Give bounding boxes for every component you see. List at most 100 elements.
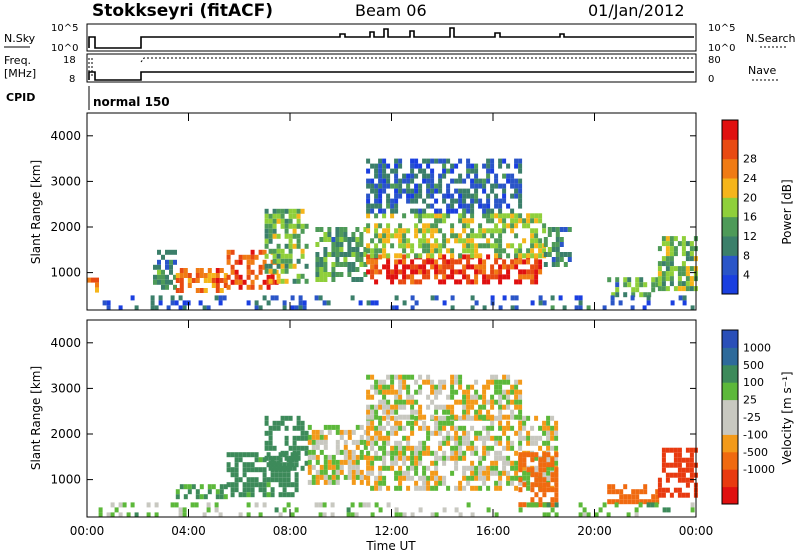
heatmap-cell xyxy=(474,193,479,199)
heatmap-cell xyxy=(250,259,255,265)
heatmap-cell xyxy=(454,374,459,380)
heatmap-cell xyxy=(300,465,305,471)
heatmap-cell xyxy=(394,173,399,179)
heatmap-cell xyxy=(542,300,547,306)
heatmap-cell xyxy=(366,440,371,446)
heatmap-cell xyxy=(182,512,187,518)
heatmap-cell xyxy=(374,223,379,229)
heatmap-cell xyxy=(315,444,320,450)
heatmap-cell xyxy=(450,178,455,184)
heatmap-cell xyxy=(219,484,224,490)
velocity-colorbar-label: Velocity [m s⁻¹] xyxy=(780,371,794,464)
heatmap-cell xyxy=(426,248,431,254)
heatmap-cell xyxy=(280,263,285,269)
heatmap-cell xyxy=(134,305,139,311)
heatmap-cell xyxy=(250,254,255,260)
heatmap-cell xyxy=(430,223,435,229)
heatmap-cell xyxy=(315,459,320,465)
heatmap-cell xyxy=(490,374,495,380)
heatmap-cell xyxy=(280,218,285,224)
heatmap-cell xyxy=(290,482,295,488)
heatmap-cell xyxy=(318,502,323,508)
heatmap-cell xyxy=(430,173,435,179)
heatmap-cell xyxy=(482,445,487,451)
heatmap-cell xyxy=(426,203,431,209)
heatmap-cell xyxy=(410,425,415,431)
heatmap-cell xyxy=(219,288,224,293)
heatmap-cell xyxy=(538,269,543,275)
heatmap-cell xyxy=(689,467,694,473)
heatmap-cell xyxy=(390,389,395,395)
heatmap-cell xyxy=(343,237,348,242)
heatmap-cell xyxy=(394,399,399,405)
colorbar-swatch xyxy=(722,451,738,470)
heatmap-cell xyxy=(370,178,375,184)
heatmap-cell xyxy=(689,276,694,282)
heatmap-cell xyxy=(538,295,543,301)
heatmap-cell xyxy=(661,462,666,468)
heatmap-cell xyxy=(442,415,447,421)
heatmap-cell xyxy=(382,415,387,421)
heatmap-cell xyxy=(402,254,407,260)
heatmap-cell xyxy=(486,198,491,204)
heatmap-cell xyxy=(347,262,352,267)
heatmap-cell xyxy=(106,512,111,518)
heatmap-cell xyxy=(478,203,483,209)
heatmap-cell xyxy=(366,404,371,410)
heatmap-cell xyxy=(170,502,175,508)
heatmap-cell xyxy=(494,213,499,219)
heatmap-cell xyxy=(311,454,316,460)
heatmap-cell xyxy=(514,218,519,224)
heatmap-cell xyxy=(418,253,423,259)
heatmap-cell xyxy=(518,420,523,426)
heatmap-cell xyxy=(514,470,519,476)
heatmap-cell xyxy=(681,251,686,257)
heatmap-cell xyxy=(343,449,348,455)
heatmap-cell xyxy=(490,420,495,426)
y-tick-label: 2000 xyxy=(50,427,81,441)
heatmap-cell xyxy=(502,295,507,301)
heatmap-cell xyxy=(418,485,423,491)
heatmap-cell xyxy=(482,208,487,214)
heatmap-cell xyxy=(478,435,483,441)
heatmap-cell xyxy=(363,252,368,257)
heatmap-cell xyxy=(154,502,159,508)
heatmap-cell xyxy=(518,198,523,204)
heatmap-cell xyxy=(462,223,467,229)
heatmap-cell xyxy=(394,374,399,380)
heatmap-cell xyxy=(195,273,200,278)
nsky-trace xyxy=(88,27,694,49)
heatmap-cell xyxy=(490,228,495,234)
heatmap-cell xyxy=(327,252,332,257)
heatmap-cell xyxy=(514,193,519,199)
heatmap-cell xyxy=(426,163,431,169)
heatmap-cell xyxy=(262,467,267,473)
heatmap-cell xyxy=(478,223,483,229)
heatmap-cell xyxy=(390,425,395,431)
heatmap-cell xyxy=(538,435,543,441)
heatmap-cell xyxy=(478,404,483,410)
heatmap-cell xyxy=(506,455,511,461)
colorbar-swatch xyxy=(722,197,738,218)
heatmap-cell xyxy=(470,295,475,301)
heatmap-cell xyxy=(438,420,443,426)
heatmap-cell xyxy=(482,279,487,285)
heatmap-cell xyxy=(386,198,391,204)
heatmap-cell xyxy=(414,465,419,471)
heatmap-cell xyxy=(254,482,259,488)
heatmap-cell xyxy=(438,253,443,259)
heatmap-cell xyxy=(494,223,499,229)
heatmap-cell xyxy=(442,233,447,239)
heatmap-cell xyxy=(498,198,503,204)
heatmap-cell xyxy=(238,254,243,260)
heatmap-cell xyxy=(394,168,399,174)
heatmap-cell xyxy=(323,232,328,237)
heatmap-cell xyxy=(266,492,271,498)
heatmap-cell xyxy=(426,158,431,164)
heatmap-cell xyxy=(226,259,231,265)
heatmap-cell xyxy=(438,264,443,270)
heatmap-cell xyxy=(685,462,690,468)
heatmap-cell xyxy=(689,256,694,262)
heatmap-cell xyxy=(466,435,471,441)
heatmap-cell xyxy=(534,435,539,441)
